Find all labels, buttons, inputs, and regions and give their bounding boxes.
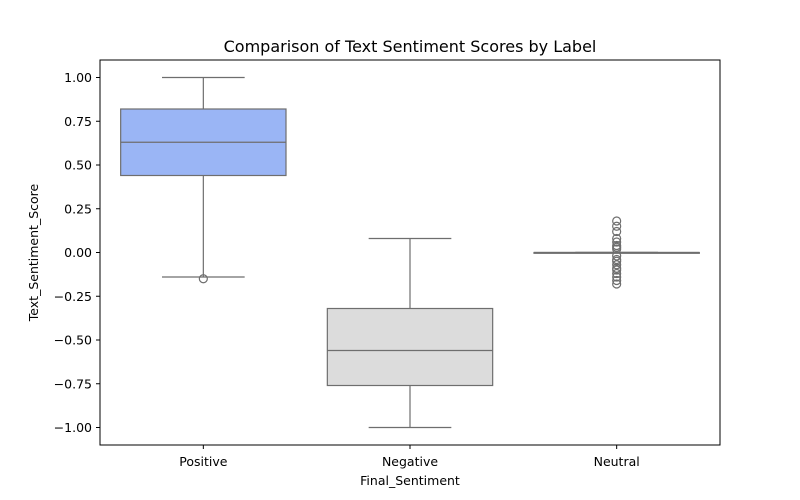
y-tick-label: −0.25 (54, 289, 92, 304)
outlier-point (612, 244, 622, 254)
y-tick-label: −1.00 (54, 420, 92, 435)
y-tick-label: 0.75 (64, 114, 92, 129)
box-negative (326, 237, 494, 429)
outlier-point (612, 256, 622, 266)
outlier-point (612, 260, 622, 270)
outlier-point (612, 272, 622, 282)
y-tick-label: −0.75 (54, 376, 92, 391)
x-tick-label-neutral: Neutral (594, 454, 640, 469)
y-tick-label: −0.50 (54, 333, 92, 348)
box-neutral (533, 216, 700, 289)
outlier-point (612, 251, 622, 261)
outlier-point (612, 237, 622, 247)
y-tick-label: 0.00 (64, 245, 92, 260)
outlier-point (612, 279, 622, 289)
outlier-point (612, 226, 622, 237)
x-tick-label-positive: Positive (179, 454, 227, 469)
outlier-point (612, 221, 622, 231)
outlier-point (612, 216, 622, 226)
y-axis-label: Text_Sentiment_Score (26, 183, 41, 322)
x-axis: Positive Negative Neutral (179, 445, 640, 469)
outlier-point (612, 265, 622, 275)
y-tick-label: 1.00 (64, 70, 92, 85)
x-tick-label-negative: Negative (382, 454, 438, 469)
y-tick-label: 0.50 (64, 158, 92, 173)
outlier-point (612, 275, 622, 286)
outlier-point (198, 274, 208, 284)
box-positive (120, 76, 287, 284)
y-axis: −1.00 −0.75 −0.50 −0.25 0.00 0.25 0.50 0.75 1.00 (54, 70, 100, 435)
iqr-box (326, 307, 494, 387)
chart-title: Comparison of Text Sentiment Scores by L… (224, 37, 597, 56)
plot-content (120, 76, 700, 429)
x-axis-label: Final_Sentiment (360, 473, 460, 488)
outlier-point (612, 233, 622, 244)
y-tick-label: 0.25 (64, 201, 92, 216)
outlier-point (612, 268, 622, 279)
